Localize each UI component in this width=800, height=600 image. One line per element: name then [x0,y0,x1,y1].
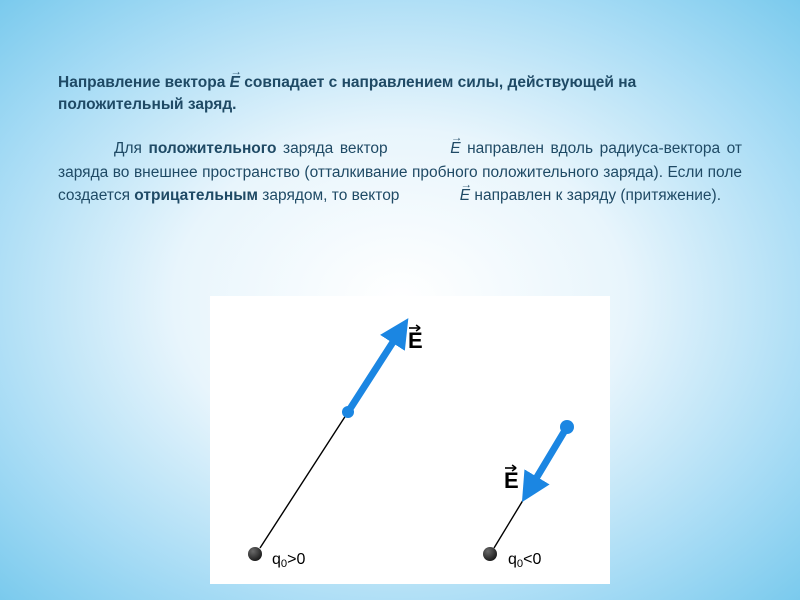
p2-bold-pos: положительного [148,140,276,157]
svg-text:E: E [408,328,423,353]
paragraph-2: Для положительного заряда вектор E напра… [58,137,742,207]
p2-text-c: заряда вектор [277,140,395,157]
vector-E-inline-1: E [230,72,240,94]
text-content: Направление вектора E совпадает с направ… [0,0,800,207]
p2-text-a: Для [114,140,148,157]
p1-text-a: Направление вектора [58,74,230,91]
p2-text-g: направлен к заряду (притяжение). [470,187,721,204]
p2-text-f: зарядом, то вектор [258,187,404,204]
vector-E-inline-3: E [404,184,470,207]
paragraph-1: Направление вектора E совпадает с направ… [58,72,742,115]
svg-text:q0<0: q0<0 [508,551,541,570]
svg-text:q0>0: q0>0 [272,551,305,570]
svg-text:E: E [504,468,519,493]
vector-E-inline-2: E [394,137,460,160]
p2-bold-neg: отрицательным [134,187,258,204]
diagram-container: Eq0>0 Eq0<0 [210,296,610,584]
field-diagram: Eq0>0 Eq0<0 [210,296,610,584]
